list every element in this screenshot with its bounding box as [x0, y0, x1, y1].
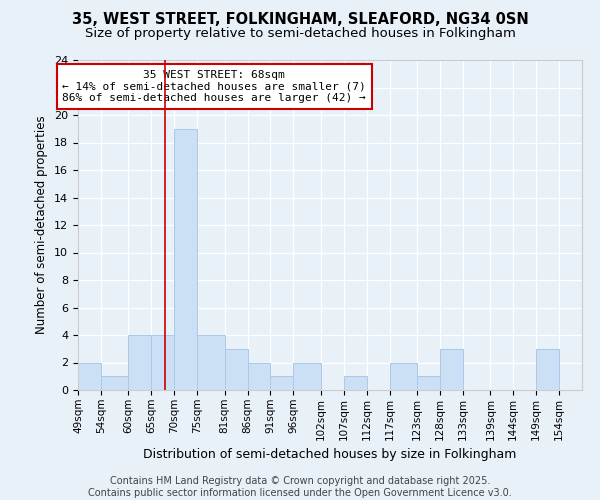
Bar: [174, 128, 197, 390]
Y-axis label: Number of semi-detached properties: Number of semi-detached properties: [35, 116, 49, 334]
Bar: [440, 349, 463, 390]
Bar: [197, 335, 224, 390]
Bar: [271, 376, 293, 390]
Bar: [389, 362, 417, 390]
Text: Contains HM Land Registry data © Crown copyright and database right 2025.
Contai: Contains HM Land Registry data © Crown c…: [88, 476, 512, 498]
Bar: [417, 376, 440, 390]
Text: Size of property relative to semi-detached houses in Folkingham: Size of property relative to semi-detach…: [85, 28, 515, 40]
Bar: [78, 362, 101, 390]
Bar: [224, 349, 248, 390]
Text: 35 WEST STREET: 68sqm
← 14% of semi-detached houses are smaller (7)
86% of semi-: 35 WEST STREET: 68sqm ← 14% of semi-deta…: [62, 70, 366, 103]
Bar: [344, 376, 367, 390]
Bar: [293, 362, 321, 390]
Bar: [536, 349, 559, 390]
Bar: [128, 335, 151, 390]
X-axis label: Distribution of semi-detached houses by size in Folkingham: Distribution of semi-detached houses by …: [143, 448, 517, 461]
Bar: [101, 376, 128, 390]
Bar: [151, 335, 174, 390]
Bar: [248, 362, 271, 390]
Text: 35, WEST STREET, FOLKINGHAM, SLEAFORD, NG34 0SN: 35, WEST STREET, FOLKINGHAM, SLEAFORD, N…: [71, 12, 529, 28]
